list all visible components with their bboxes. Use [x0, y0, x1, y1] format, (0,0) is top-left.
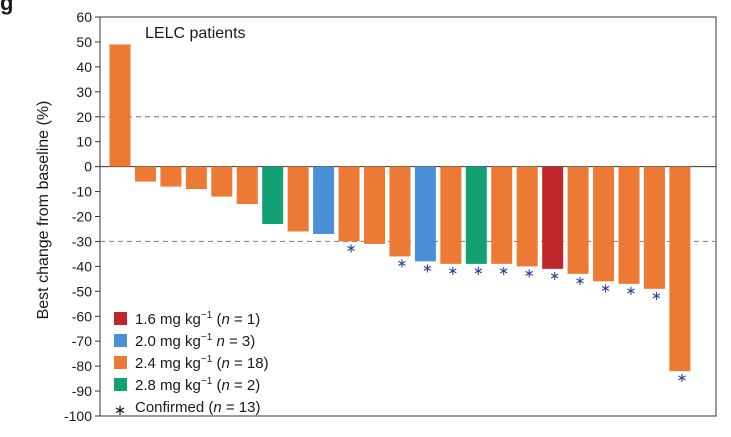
y-tick-label: -50 [72, 283, 92, 299]
y-tick-label: 0 [84, 159, 92, 175]
bar [618, 166, 640, 284]
legend-confirmed-symbol: ∗ [114, 402, 127, 419]
bar [567, 166, 589, 274]
legend-swatch [114, 356, 127, 369]
y-tick-label: 50 [76, 34, 92, 50]
legend-confirmed-label: Confirmed (n = 13) [135, 399, 260, 416]
legend: 1.6 mg kg−1 (n = 1) 2.0 mg kg−1 n = 3) 2.4… [114, 310, 269, 419]
bar [313, 166, 335, 234]
y-tick-label: -10 [72, 184, 92, 200]
bar [465, 166, 487, 264]
legend-label: 2.0 mg kg−1 n = 3) [135, 332, 255, 350]
bar [262, 166, 284, 224]
legend-swatch [114, 378, 127, 391]
legend-label: 2.4 mg kg−1 (n = 18) [135, 354, 269, 372]
confirmed-marker: ∗ [422, 261, 433, 276]
bar [160, 166, 182, 187]
bar [440, 166, 462, 264]
confirmed-markers: ∗ ∗ ∗ ∗ ∗ ∗ ∗ ∗ ∗ ∗ ∗ ∗ ∗ [346, 241, 688, 386]
bar [211, 166, 233, 197]
confirmed-marker: ∗ [626, 284, 637, 299]
panel-letter: g [0, 0, 14, 15]
confirmed-marker: ∗ [549, 269, 560, 284]
y-tick-label: 30 [76, 84, 92, 100]
legend-swatch [114, 334, 127, 347]
y-tick-label: -80 [72, 358, 92, 374]
bar [338, 166, 360, 242]
bar [287, 166, 309, 232]
confirmed-marker: ∗ [524, 266, 535, 281]
y-tick-label: -70 [72, 333, 92, 349]
y-tick-label: -60 [72, 308, 92, 324]
bars [109, 44, 691, 372]
confirmed-marker: ∗ [498, 264, 509, 279]
bar [236, 166, 258, 205]
y-tick-label: 40 [76, 59, 92, 75]
confirmed-marker: ∗ [651, 289, 662, 304]
confirmed-marker: ∗ [600, 281, 611, 296]
bar [491, 166, 513, 264]
bar [109, 44, 131, 167]
legend-label: 1.6 mg kg−1 (n = 1) [135, 310, 260, 328]
axis-layer: 60 50 40 30 20 10 0 -10 -20 -30 -40 -50 -60 -70 -80 -90… [64, 9, 717, 424]
y-tick-label: -20 [72, 209, 92, 225]
y-tick-label: -40 [72, 258, 92, 274]
y-tick-label: -30 [72, 233, 92, 249]
bar [389, 166, 411, 257]
bar [542, 166, 564, 269]
y-tick-label: -90 [72, 383, 92, 399]
bar [516, 166, 538, 267]
confirmed-marker: ∗ [575, 274, 586, 289]
y-axis-label: Best change from baseline (%) [35, 101, 52, 320]
bar [414, 166, 436, 262]
legend-label: 2.8 mg kg−1 (n = 2) [135, 376, 260, 394]
y-tick-label: -100 [64, 408, 92, 424]
confirmed-marker: ∗ [346, 241, 357, 256]
bar [643, 166, 665, 289]
confirmed-marker: ∗ [396, 256, 407, 271]
y-tick-label: 60 [76, 9, 92, 25]
chart-title: LELC patients [145, 25, 246, 42]
bar [134, 166, 156, 182]
y-tick-label: 10 [76, 134, 92, 150]
bar [185, 166, 207, 190]
confirmed-marker: ∗ [473, 264, 484, 279]
legend-swatch [114, 312, 127, 325]
confirmed-marker: ∗ [676, 371, 687, 386]
bar [364, 166, 385, 244]
bar [669, 166, 691, 372]
confirmed-marker: ∗ [447, 264, 458, 279]
y-tick-label: 20 [76, 109, 92, 125]
bar [593, 166, 615, 282]
